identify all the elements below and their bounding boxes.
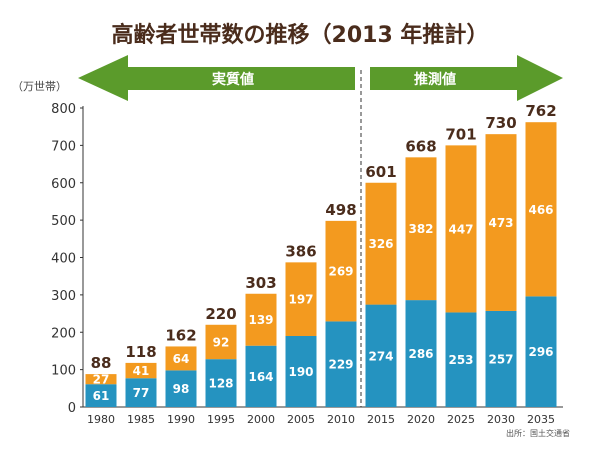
y-tick-label: 300: [51, 289, 76, 304]
total-label: 730: [485, 114, 516, 132]
bar-segment-blue: [365, 304, 397, 407]
bar-segment-orange: [485, 134, 517, 311]
bar-segment-orange: [365, 182, 397, 305]
x-tick-label: 1980: [87, 413, 115, 426]
total-label: 601: [365, 163, 396, 181]
data-label: 473: [488, 216, 513, 230]
chart-title: 高齢者世帯数の推移（2013 年推計）: [112, 22, 489, 48]
y-tick-label: 100: [51, 364, 76, 379]
data-label: 164: [248, 370, 273, 384]
x-tick-label: 2020: [407, 413, 435, 426]
x-tick-label: 1985: [127, 413, 155, 426]
bar-segment-orange: [525, 122, 557, 297]
forecast-arrow: [370, 55, 563, 101]
data-label: 326: [368, 237, 393, 251]
total-label: 386: [285, 242, 316, 260]
data-label: 274: [368, 349, 393, 363]
total-label: 220: [205, 305, 236, 323]
data-label: 296: [528, 345, 553, 359]
data-label: 92: [213, 335, 230, 349]
bar-segment-blue: [445, 312, 477, 407]
bar-segment-orange: [325, 220, 357, 322]
source-note: 出所：国土交通省: [506, 428, 570, 438]
x-tick-label: 2005: [287, 413, 315, 426]
total-label: 118: [125, 343, 156, 361]
x-tick-label: 2015: [367, 413, 395, 426]
bar-segment-blue: [325, 321, 357, 407]
y-tick-label: 200: [51, 326, 76, 341]
y-unit-label: （万世帯）: [12, 80, 67, 93]
bar-segment-blue: [245, 345, 277, 407]
y-tick-label: 700: [51, 139, 76, 154]
bar-segment-blue: [85, 384, 117, 407]
data-label: 139: [248, 313, 273, 327]
bar-segment-blue: [125, 378, 157, 407]
data-label: 466: [528, 203, 553, 217]
x-tick-label: 2010: [327, 413, 355, 426]
total-label: 498: [325, 201, 356, 219]
bar-segment-blue: [285, 335, 317, 407]
bar-segment-orange: [405, 157, 437, 301]
data-label: 229: [328, 358, 353, 372]
x-tick-label: 1990: [167, 413, 195, 426]
data-label: 64: [173, 352, 190, 366]
total-label: 762: [525, 102, 556, 120]
y-tick-label: 800: [51, 102, 76, 117]
data-label: 269: [328, 265, 353, 279]
actual-label: 実質値: [212, 71, 254, 88]
total-label: 668: [405, 137, 436, 155]
total-label: 88: [91, 354, 112, 372]
data-label: 286: [408, 347, 433, 361]
bar-segment-blue: [485, 310, 517, 407]
data-label: 41: [133, 364, 150, 378]
total-label: 162: [165, 326, 196, 344]
y-tick-label: 500: [51, 214, 76, 229]
bar-segment-orange: [285, 262, 317, 336]
data-label: 27: [93, 373, 110, 387]
bar-segment-orange: [165, 346, 197, 371]
bar-segment-orange: [205, 324, 237, 360]
data-label: 447: [448, 222, 473, 236]
total-label: 701: [445, 125, 476, 143]
y-tick-label: 400: [51, 252, 76, 267]
data-label: 190: [288, 365, 313, 379]
bar-segment-orange: [85, 374, 117, 385]
bar-segment-orange: [445, 145, 477, 313]
x-tick-label: 2030: [487, 413, 515, 426]
data-label: 61: [93, 389, 110, 403]
bar-segment-blue: [205, 359, 237, 407]
data-label: 128: [208, 377, 233, 391]
data-label: 77: [133, 386, 150, 400]
bar-segment-orange: [125, 362, 157, 379]
x-tick-label: 1995: [207, 413, 235, 426]
data-label: 382: [408, 222, 433, 236]
y-tick-label: 0: [68, 401, 76, 416]
x-tick-label: 2025: [447, 413, 475, 426]
data-label: 257: [488, 352, 513, 366]
x-tick-label: 2035: [527, 413, 555, 426]
actual-arrow: [78, 55, 355, 101]
y-tick-label: 600: [51, 177, 76, 192]
bar-segment-blue: [165, 370, 197, 407]
bar-segment-blue: [405, 300, 437, 407]
forecast-label: 推測値: [414, 71, 456, 88]
data-label: 253: [448, 353, 473, 367]
bar-segment-blue: [525, 296, 557, 407]
data-label: 197: [288, 293, 313, 307]
bar-segment-orange: [245, 293, 277, 346]
total-label: 303: [245, 274, 276, 292]
x-tick-label: 2000: [247, 413, 275, 426]
data-label: 98: [173, 382, 190, 396]
